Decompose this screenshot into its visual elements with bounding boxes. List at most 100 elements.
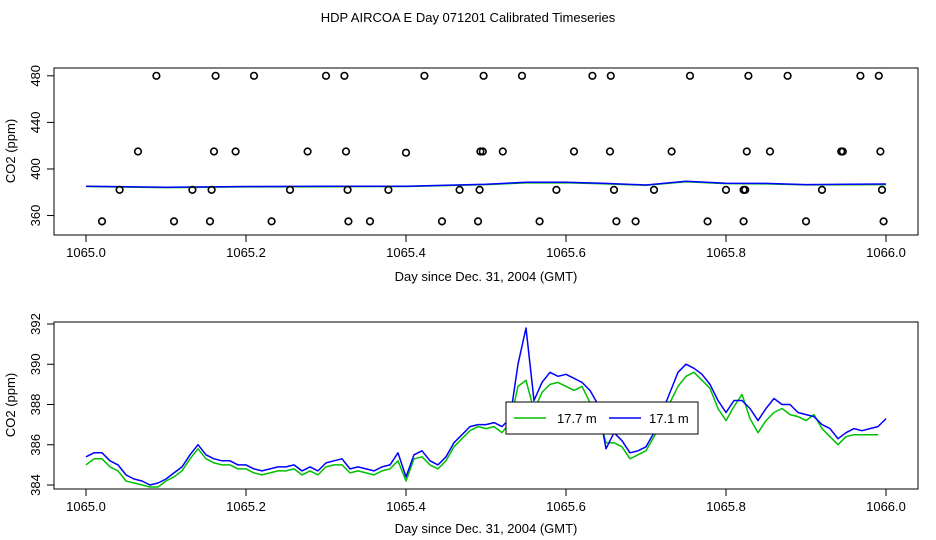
- calibration-point: [879, 217, 888, 226]
- timeseries-x-tick-label: 1065.6: [546, 499, 586, 514]
- calibration-point: [479, 71, 488, 80]
- calibration-point: [817, 185, 827, 194]
- calibration-point: [188, 185, 197, 194]
- calibration-y-tick-label: 400: [28, 158, 43, 180]
- timeseries-x-tick-label: 1066.0: [866, 499, 906, 514]
- timeseries-y-axis: 384 386 388 390 392: [28, 313, 55, 496]
- calibration-point: [588, 71, 597, 80]
- calibration-point: [207, 185, 216, 194]
- calibration-point: [742, 147, 751, 156]
- timeseries-x-tick-label: 1065.2: [226, 499, 266, 514]
- calibration-point: [569, 147, 579, 156]
- calibration-point: [473, 217, 483, 226]
- timeseries-y-tick-label: 390: [28, 353, 43, 375]
- calibration-x-axis-label: Day since Dec. 31, 2004 (GMT): [395, 269, 578, 284]
- legend: 17.7 m 17.1 m: [505, 401, 699, 435]
- timeseries-x-axis-label: Day since Dec. 31, 2004 (GMT): [395, 521, 578, 536]
- calibration-point: [667, 147, 676, 156]
- calibration-x-tick-label: 1065.4: [386, 245, 426, 260]
- calibration-x-tick-label: 1065.8: [706, 245, 746, 260]
- calibration-point: [631, 217, 640, 226]
- calibration-point: [612, 217, 621, 226]
- calibration-point: [384, 185, 393, 194]
- timeseries-x-axis: 1065.0 1065.2 1065.4 1065.6 1065.8 1066.0: [66, 488, 906, 514]
- timeseries-series-lines: [85, 327, 887, 488]
- calibration-series-lines: [85, 180, 887, 189]
- legend-label-17-7m: 17.7 m: [557, 411, 597, 426]
- timeseries-x-tick-label: 1065.8: [706, 499, 746, 514]
- calibration-point: [133, 147, 143, 156]
- calibration-point: [249, 71, 259, 80]
- calibration-point: [703, 217, 712, 226]
- calibration-point: [303, 147, 312, 156]
- calibration-x-axis: 1065.0 1065.2 1065.4 1065.6 1065.8 1066.0: [66, 234, 906, 260]
- timeseries-x-tick-label: 1065.4: [386, 499, 426, 514]
- calibration-point: [856, 71, 865, 80]
- figure-title: HDP AIRCOA E Day 071201 Calibrated Times…: [321, 10, 616, 25]
- calibration-x-tick-label: 1065.2: [226, 245, 266, 260]
- calibration-point: [874, 71, 883, 80]
- calibration-point: [285, 185, 295, 194]
- calibration-point: [97, 217, 107, 226]
- calibration-point: [437, 217, 447, 226]
- calibration-y-tick-label: 440: [28, 112, 43, 134]
- calibration-point: [420, 71, 429, 80]
- timeseries-y-tick-label: 388: [28, 394, 43, 416]
- calibration-point: [343, 185, 352, 194]
- calibration-point: [401, 148, 411, 157]
- calibration-y-tick-label: 360: [28, 205, 43, 227]
- calibration-point: [344, 217, 353, 226]
- calibration-point: [877, 185, 887, 194]
- calibration-point: [535, 217, 544, 226]
- calibration-x-tick-label: 1065.0: [66, 245, 106, 260]
- calibration-x-tick-label: 1065.6: [546, 245, 586, 260]
- calibration-point: [340, 71, 349, 80]
- calibration-point: [152, 71, 161, 80]
- calibration-x-tick-label: 1066.0: [866, 245, 906, 260]
- calibration-point: [498, 147, 507, 156]
- calibration-y-axis-label: CO2 (ppm): [3, 119, 18, 183]
- calibration-point: [783, 71, 792, 80]
- calibration-point: [341, 147, 351, 156]
- timeseries-y-tick-label: 384: [28, 474, 43, 496]
- calibration-points: [97, 71, 888, 226]
- calibration-y-tick-label: 480: [28, 65, 43, 87]
- calibration-point: [205, 217, 215, 226]
- calibration-series-17-1-m: [85, 180, 887, 188]
- calibration-point: [605, 147, 615, 156]
- timeseries-x-tick-label: 1065.0: [66, 499, 106, 514]
- calibration-point: [365, 217, 375, 226]
- calibration-point: [744, 71, 753, 80]
- calibration-point: [209, 147, 219, 156]
- calibration-y-axis: 360 400 440 480: [28, 65, 55, 227]
- timeseries-panel: 1065.0 1065.2 1065.4 1065.6 1065.8 1066.0 384…: [3, 313, 919, 536]
- calibration-point: [741, 185, 750, 194]
- calibration-point: [739, 217, 748, 226]
- calibration-point: [685, 71, 695, 80]
- calibration-point: [552, 185, 561, 194]
- calibration-point: [475, 185, 484, 194]
- calibration-point: [838, 147, 847, 156]
- calibration-point: [455, 185, 464, 194]
- calibration-panel: 1065.0 1065.2 1065.4 1065.6 1065.8 1066.0 360…: [3, 65, 919, 284]
- calibration-point: [517, 71, 527, 80]
- calibration-point: [876, 147, 885, 156]
- calibration-point: [267, 217, 276, 226]
- timeseries-series-17-1-m: [85, 327, 887, 486]
- calibration-point: [649, 185, 659, 194]
- calibration-point: [801, 217, 811, 226]
- calibration-point: [765, 147, 775, 156]
- calibration-point: [211, 71, 220, 80]
- timeseries-y-tick-label: 392: [28, 313, 43, 335]
- calibration-point: [169, 217, 179, 226]
- calibration-point: [721, 185, 731, 194]
- calibration-point: [115, 185, 124, 194]
- timeseries-y-tick-label: 386: [28, 434, 43, 456]
- timeseries-y-axis-label: CO2 (ppm): [3, 373, 18, 437]
- calibration-point: [231, 147, 240, 156]
- timeseries-series-17-7-m: [85, 371, 878, 488]
- calibration-point: [478, 147, 487, 156]
- legend-label-17-1m: 17.1 m: [649, 411, 689, 426]
- calibration-point: [321, 71, 331, 80]
